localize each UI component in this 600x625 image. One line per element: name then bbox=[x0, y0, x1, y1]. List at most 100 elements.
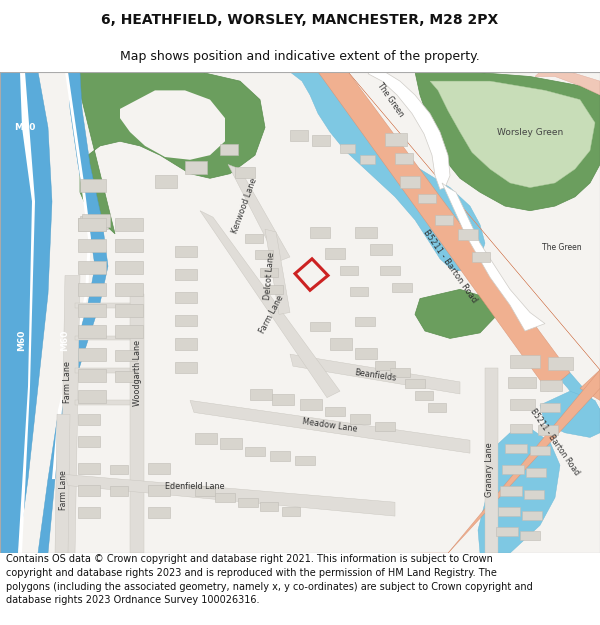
Bar bbox=[498, 507, 520, 516]
Bar bbox=[270, 451, 290, 461]
Bar bbox=[290, 130, 308, 141]
Bar bbox=[110, 486, 128, 496]
Text: B5211 - Barton Road: B5211 - Barton Road bbox=[421, 228, 479, 304]
Bar bbox=[538, 426, 558, 434]
Bar bbox=[78, 218, 106, 231]
Polygon shape bbox=[318, 72, 570, 391]
Bar bbox=[78, 436, 100, 447]
Text: The Green: The Green bbox=[542, 243, 582, 252]
Bar bbox=[245, 447, 265, 456]
Text: Edenfield Lane: Edenfield Lane bbox=[165, 482, 225, 491]
Bar bbox=[355, 348, 377, 359]
Text: Farm Lane: Farm Lane bbox=[59, 471, 68, 510]
Bar bbox=[282, 507, 300, 516]
Bar bbox=[78, 463, 100, 474]
Bar bbox=[115, 218, 143, 231]
Bar bbox=[115, 239, 143, 252]
Bar bbox=[115, 283, 143, 296]
Polygon shape bbox=[280, 72, 485, 271]
Text: M60: M60 bbox=[17, 329, 26, 351]
Polygon shape bbox=[368, 72, 450, 189]
Bar bbox=[78, 304, 106, 317]
Bar bbox=[530, 446, 550, 455]
Bar bbox=[500, 486, 522, 496]
Polygon shape bbox=[420, 370, 600, 553]
Text: Beanfields: Beanfields bbox=[353, 368, 397, 383]
Polygon shape bbox=[415, 289, 495, 338]
Bar bbox=[78, 484, 100, 496]
Bar bbox=[510, 355, 540, 368]
Polygon shape bbox=[75, 303, 130, 308]
Bar bbox=[148, 507, 170, 518]
Bar bbox=[78, 283, 106, 296]
Polygon shape bbox=[228, 164, 290, 262]
Bar bbox=[312, 135, 330, 146]
Bar bbox=[115, 326, 143, 338]
Bar bbox=[272, 394, 294, 405]
Polygon shape bbox=[75, 401, 130, 405]
Polygon shape bbox=[120, 91, 225, 160]
Bar bbox=[350, 414, 370, 424]
Bar bbox=[360, 155, 375, 164]
Bar bbox=[175, 269, 197, 280]
Bar bbox=[78, 218, 106, 231]
Bar bbox=[300, 399, 322, 409]
Polygon shape bbox=[470, 259, 600, 432]
Bar bbox=[340, 144, 355, 153]
Polygon shape bbox=[200, 211, 340, 398]
Bar bbox=[250, 389, 272, 401]
Bar bbox=[78, 369, 106, 382]
Bar bbox=[175, 315, 197, 326]
Polygon shape bbox=[190, 401, 470, 453]
Text: Contains OS data © Crown copyright and database right 2021. This information is : Contains OS data © Crown copyright and d… bbox=[6, 554, 533, 605]
Text: Granary Lane: Granary Lane bbox=[485, 442, 494, 497]
Bar bbox=[510, 424, 532, 432]
Bar bbox=[220, 144, 238, 155]
Bar bbox=[520, 531, 540, 540]
Text: The Green: The Green bbox=[375, 81, 405, 119]
Bar bbox=[540, 403, 560, 412]
Text: Woodgarth Lane: Woodgarth Lane bbox=[133, 339, 142, 406]
Polygon shape bbox=[75, 72, 265, 234]
Text: Worsley Green: Worsley Green bbox=[497, 127, 563, 136]
Polygon shape bbox=[75, 336, 130, 340]
Bar bbox=[435, 216, 453, 224]
Bar bbox=[175, 246, 197, 257]
Bar bbox=[496, 528, 518, 536]
Bar bbox=[548, 357, 573, 370]
Bar bbox=[148, 484, 170, 496]
Bar bbox=[505, 444, 527, 453]
Bar bbox=[78, 239, 106, 252]
Text: M60: M60 bbox=[14, 123, 35, 132]
Bar bbox=[355, 317, 375, 326]
Polygon shape bbox=[38, 72, 108, 553]
Bar bbox=[78, 414, 100, 426]
Polygon shape bbox=[55, 414, 70, 553]
Bar bbox=[418, 194, 436, 203]
Bar bbox=[155, 174, 177, 188]
Bar bbox=[78, 390, 106, 403]
Text: 6, HEATHFIELD, WORSLEY, MANCHESTER, M28 2PX: 6, HEATHFIELD, WORSLEY, MANCHESTER, M28 … bbox=[101, 13, 499, 27]
Bar bbox=[80, 216, 108, 229]
Bar bbox=[78, 261, 106, 274]
Bar bbox=[458, 229, 478, 240]
Polygon shape bbox=[478, 428, 560, 553]
Text: B5211 - Barton Road: B5211 - Barton Road bbox=[529, 407, 581, 477]
Bar bbox=[238, 498, 258, 507]
Bar bbox=[385, 133, 407, 146]
Bar bbox=[110, 465, 128, 474]
Polygon shape bbox=[290, 354, 460, 394]
Bar bbox=[265, 285, 283, 294]
Bar bbox=[400, 176, 420, 187]
Polygon shape bbox=[0, 72, 52, 553]
Polygon shape bbox=[442, 183, 545, 331]
Text: Map shows position and indicative extent of the property.: Map shows position and indicative extent… bbox=[120, 49, 480, 62]
Bar bbox=[148, 463, 170, 474]
Bar bbox=[175, 361, 197, 372]
Bar bbox=[350, 287, 368, 296]
Bar bbox=[526, 468, 546, 478]
Bar bbox=[415, 391, 433, 401]
Bar bbox=[220, 438, 242, 449]
Bar bbox=[355, 228, 377, 239]
Bar bbox=[325, 407, 345, 416]
